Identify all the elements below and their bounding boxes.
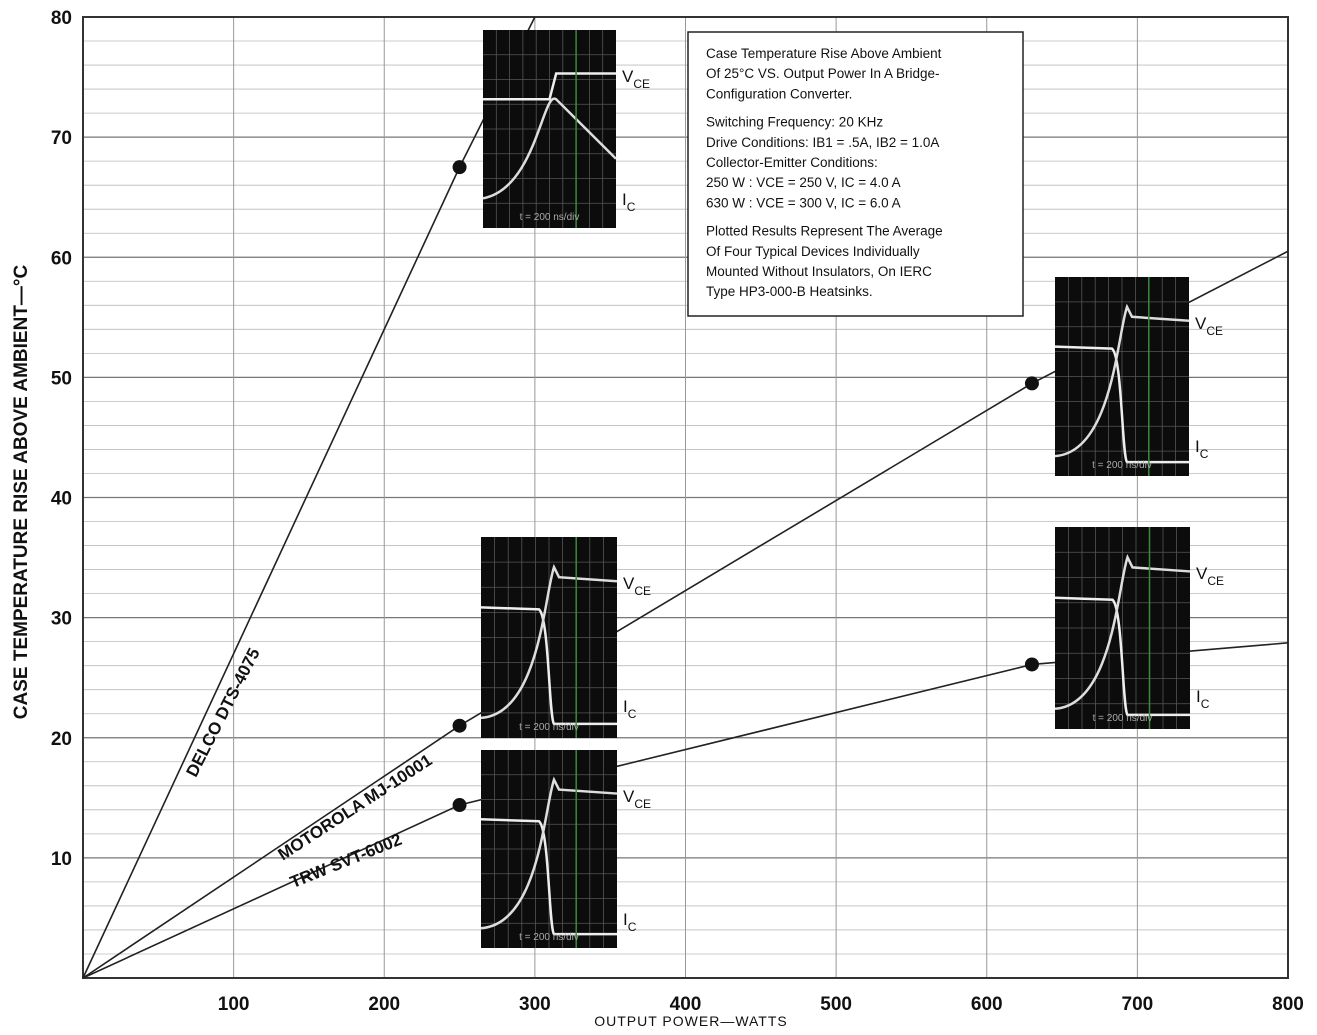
x-tick-label: 500 (820, 994, 852, 1015)
x-tick-label: 400 (670, 994, 702, 1015)
scope-trace (483, 72, 616, 101)
label-main: V (1195, 314, 1207, 333)
x-tick-label: 300 (519, 994, 551, 1015)
label-sub: C (1201, 697, 1210, 711)
y-tick-label: 60 (51, 248, 72, 269)
scope-trace (480, 776, 618, 930)
x-tick-label: 800 (1272, 994, 1304, 1015)
label-sub: CE (633, 77, 650, 91)
scope-timebase: t = 200 ns/div (519, 932, 579, 943)
scope-inset: t = 200 ns/div VCE IC (482, 30, 650, 228)
x-tick-label: 700 (1122, 994, 1154, 1015)
y-tick-label: 40 (51, 489, 72, 510)
label-sub: C (628, 707, 637, 721)
scope-trace (480, 818, 617, 936)
x-tick-label: 600 (971, 994, 1003, 1015)
label-main: V (1196, 564, 1208, 583)
scope-vce-label: VCE (623, 574, 651, 598)
data-point (452, 718, 467, 733)
scope-inset: t = 200 ns/div VCE IC (480, 537, 651, 738)
label-main: I (1196, 687, 1201, 706)
scope-ic-label: IC (1195, 437, 1209, 461)
scope-vce-label: VCE (622, 67, 650, 91)
label-main: I (623, 910, 628, 929)
annotation-line: Configuration Converter. (706, 86, 852, 101)
scope-ic-label: IC (623, 697, 637, 721)
annotation-line: 630 W : VCE = 300 V, IC = 6.0 A (706, 195, 901, 210)
scope-ic-label: IC (1196, 687, 1210, 711)
annotation-line: Drive Conditions: IB1 = .5A, IB2 = 1.0A (706, 135, 939, 150)
scope-ic-label: IC (622, 190, 636, 214)
scope-timebase: t = 200 ns/div (1092, 460, 1152, 471)
y-tick-label: 70 (51, 128, 72, 149)
label-main: V (623, 574, 635, 593)
scope-vce-label: VCE (623, 787, 651, 811)
scope-timebase: t = 200 ns/div (519, 722, 579, 733)
annotation-line: Mounted Without Insulators, On IERC (706, 264, 932, 279)
data-point (452, 798, 467, 813)
label-sub: C (628, 920, 637, 934)
label-main: V (623, 787, 635, 806)
scope-vce-label: VCE (1195, 314, 1223, 338)
data-point (1024, 376, 1039, 391)
label-sub: CE (1206, 324, 1223, 338)
plot-frame (82, 16, 1289, 979)
annotation-line: Type HP3-000-B Heatsinks. (706, 284, 873, 299)
y-tick-label: 30 (51, 609, 72, 630)
scope-trace (1054, 345, 1189, 464)
scope-vce-label: VCE (1196, 564, 1224, 588)
scope-trace (480, 606, 617, 726)
scope-inset: t = 200 ns/div VCE IC (1054, 527, 1224, 729)
annotation-line: Collector-Emitter Conditions: (706, 155, 878, 170)
annotation-line: Plotted Results Represent The Average (706, 224, 943, 239)
scope-trace (480, 563, 618, 720)
scope-inset: t = 200 ns/div VCE IC (480, 750, 651, 948)
annotation-line: Of Four Typical Devices Individually (706, 244, 920, 259)
x-tick-label: 200 (368, 994, 400, 1015)
scope-ic-label: IC (623, 910, 637, 934)
label-main: I (622, 190, 627, 209)
annotation-line: Of 25°C VS. Output Power In A Bridge- (706, 66, 940, 81)
y-tick-label: 20 (51, 729, 72, 750)
scope-trace (1054, 303, 1190, 458)
x-axis-label: OUTPUT POWER—WATTS (594, 1013, 788, 1029)
label-main: I (623, 697, 628, 716)
scope-trace (482, 97, 617, 200)
annotation-line: Case Temperature Rise Above Ambient (706, 46, 942, 61)
label-main: V (622, 67, 634, 86)
scope-trace (1054, 596, 1190, 717)
scope-trace (1054, 554, 1191, 711)
scope-inset: t = 200 ns/div VCE IC (1054, 277, 1223, 476)
y-tick-label: 80 (51, 8, 72, 29)
annotation-box (687, 31, 1024, 317)
data-point (1024, 657, 1039, 672)
annotation-line: 250 W : VCE = 250 V, IC = 4.0 A (706, 175, 901, 190)
x-tick-label: 100 (218, 994, 250, 1015)
y-tick-label: 50 (51, 368, 72, 389)
data-point (452, 160, 467, 175)
label-sub: C (627, 200, 636, 214)
label-sub: CE (634, 797, 651, 811)
label-main: I (1195, 437, 1200, 456)
y-axis-label: CASE TEMPERATURE RISE ABOVE AMBIENT—°C (11, 264, 32, 719)
scope-timebase: t = 200 ns/div (520, 212, 580, 223)
annotation-line: Switching Frequency: 20 KHz (706, 115, 883, 130)
label-sub: CE (634, 584, 651, 598)
scope-timebase: t = 200 ns/div (1093, 713, 1153, 724)
label-sub: CE (1207, 574, 1224, 588)
label-sub: C (1200, 447, 1209, 461)
y-tick-label: 10 (51, 849, 72, 870)
